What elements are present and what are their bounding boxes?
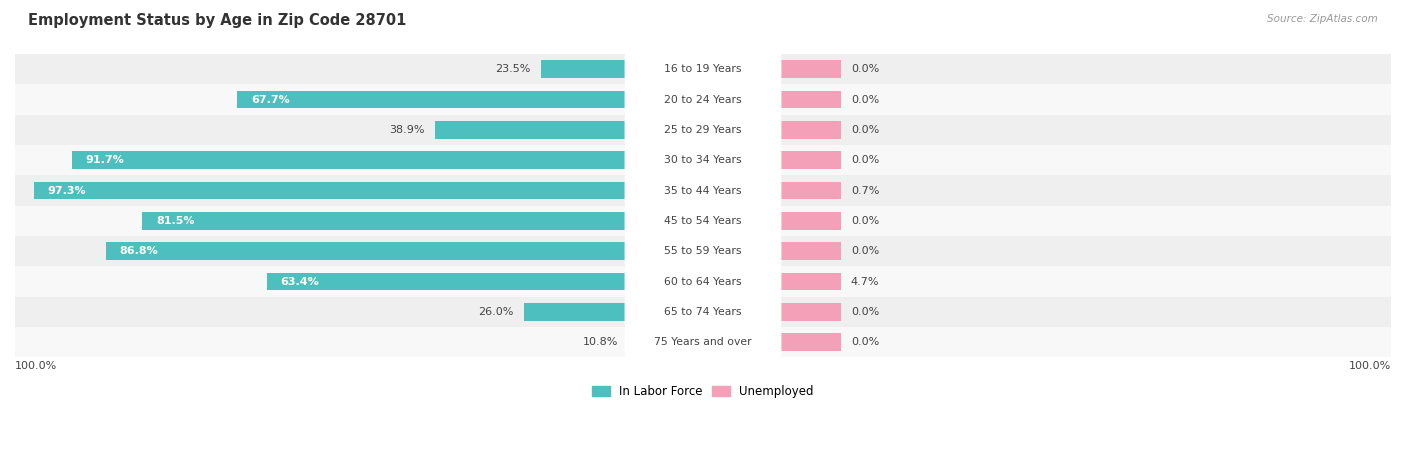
FancyBboxPatch shape [624,323,782,362]
Bar [524,303,703,321]
Bar [703,182,841,199]
Bar [703,333,841,351]
Text: 0.0%: 0.0% [851,216,879,226]
Text: 0.0%: 0.0% [851,94,879,104]
Text: 100.0%: 100.0% [1348,361,1391,371]
Bar [703,60,841,78]
FancyBboxPatch shape [624,201,782,240]
Bar [15,54,1391,84]
FancyBboxPatch shape [624,80,782,119]
Text: 63.4%: 63.4% [281,277,319,287]
Bar [703,273,735,290]
Bar [238,91,703,108]
Bar [15,115,1391,145]
Text: 30 to 34 Years: 30 to 34 Years [664,155,742,165]
Bar [15,327,1391,357]
Text: 16 to 19 Years: 16 to 19 Years [664,64,742,74]
Bar [142,212,703,230]
Text: 4.7%: 4.7% [851,277,879,287]
Bar [703,182,707,199]
Text: 60 to 64 Years: 60 to 64 Years [664,277,742,287]
FancyBboxPatch shape [624,232,782,271]
Text: 23.5%: 23.5% [496,64,531,74]
Bar [15,206,1391,236]
Bar [15,266,1391,297]
Text: 0.0%: 0.0% [851,155,879,165]
Bar [34,182,703,199]
Text: 0.0%: 0.0% [851,246,879,256]
FancyBboxPatch shape [624,110,782,149]
Text: Source: ZipAtlas.com: Source: ZipAtlas.com [1267,14,1378,23]
Bar [703,273,841,290]
Bar [72,151,703,169]
Bar [15,297,1391,327]
Bar [105,243,703,260]
FancyBboxPatch shape [624,140,782,180]
Bar [703,151,841,169]
Text: 0.0%: 0.0% [851,307,879,317]
Text: Employment Status by Age in Zip Code 28701: Employment Status by Age in Zip Code 287… [28,14,406,28]
Text: 0.0%: 0.0% [851,337,879,347]
FancyBboxPatch shape [624,262,782,301]
Bar [267,273,703,290]
Text: 20 to 24 Years: 20 to 24 Years [664,94,742,104]
Text: 75 Years and over: 75 Years and over [654,337,752,347]
Bar [541,60,703,78]
Text: 10.8%: 10.8% [583,337,619,347]
FancyBboxPatch shape [624,292,782,332]
Bar [628,333,703,351]
Text: 38.9%: 38.9% [389,125,425,135]
Text: 35 to 44 Years: 35 to 44 Years [664,185,742,196]
Text: 26.0%: 26.0% [478,307,513,317]
Text: 65 to 74 Years: 65 to 74 Years [664,307,742,317]
Legend: In Labor Force, Unemployed: In Labor Force, Unemployed [588,380,818,403]
Bar [15,145,1391,176]
Bar [15,236,1391,266]
Text: 0.0%: 0.0% [851,64,879,74]
Text: 91.7%: 91.7% [86,155,125,165]
Text: 67.7%: 67.7% [252,94,290,104]
Bar [703,212,841,230]
Text: 0.7%: 0.7% [851,185,879,196]
Bar [703,91,841,108]
FancyBboxPatch shape [624,50,782,89]
Bar [15,176,1391,206]
Text: 55 to 59 Years: 55 to 59 Years [664,246,742,256]
Text: 45 to 54 Years: 45 to 54 Years [664,216,742,226]
Text: 0.0%: 0.0% [851,125,879,135]
Text: 97.3%: 97.3% [48,185,86,196]
Bar [703,121,841,139]
FancyBboxPatch shape [624,171,782,210]
Text: 25 to 29 Years: 25 to 29 Years [664,125,742,135]
Bar [15,84,1391,115]
Text: 100.0%: 100.0% [15,361,58,371]
Text: 81.5%: 81.5% [156,216,194,226]
Bar [703,303,841,321]
Bar [703,243,841,260]
Text: 86.8%: 86.8% [120,246,159,256]
Bar [436,121,703,139]
